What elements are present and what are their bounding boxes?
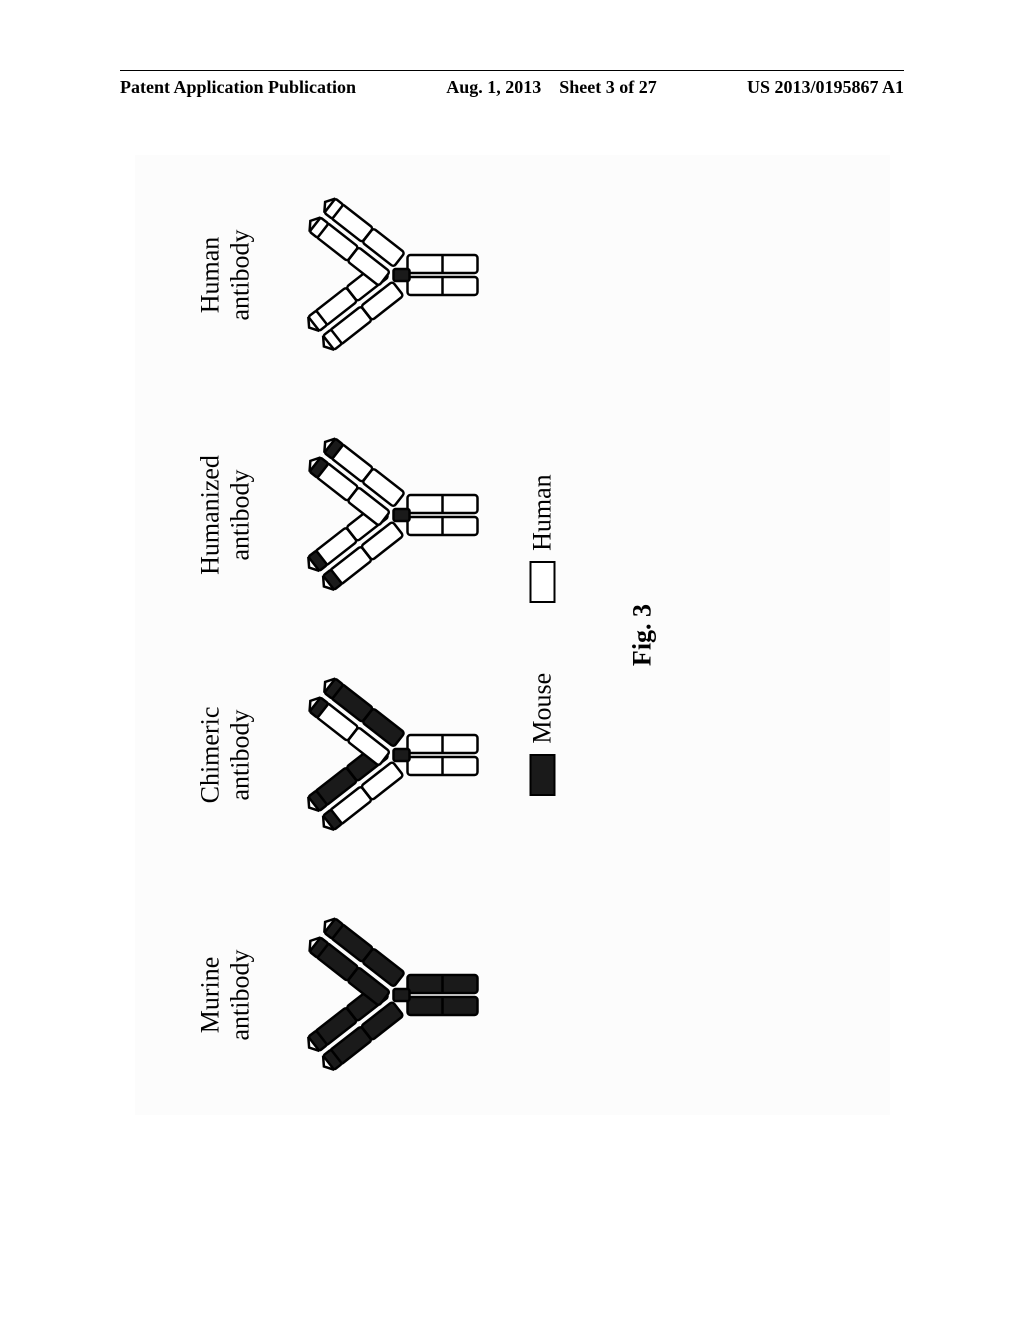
antibody-title: Chimericantibody [195,707,255,804]
pub-number: US 2013/0195867 A1 [747,77,904,98]
antibody-title: Murineantibody [195,950,255,1041]
antibody-title-line2: antibody [225,707,255,804]
pub-date: Aug. 1, 2013 [446,77,541,97]
antibody-icon [267,415,487,615]
antibody-title-line2: antibody [225,230,255,321]
antibody-icon [267,175,487,375]
antibody-title-line1: Murine [195,950,225,1041]
antibody-title-line1: Chimeric [195,707,225,804]
figure-panel: MurineantibodyChimericantibodyHumanizeda… [135,155,890,1115]
antibody-cell: Humanizedantibody [195,400,487,630]
antibody-cell: Humanantibody [195,160,487,390]
legend-mouse-label: Mouse [527,673,557,744]
legend-human-label: Human [527,474,557,551]
antibody-title-line1: Humanized [195,455,225,575]
antibody-icon [267,895,487,1095]
figure-caption: Fig. 3 [627,604,657,666]
patent-header: Patent Application Publication Aug. 1, 2… [120,70,904,98]
antibody-title: Humanantibody [195,230,255,321]
legend-mouse-swatch [529,754,555,796]
legend-mouse: Mouse [527,673,557,796]
figure-content: MurineantibodyChimericantibodyHumanizeda… [135,155,890,1115]
antibody-title-line2: antibody [225,950,255,1041]
antibody-title-line1: Human [195,230,225,321]
pub-type: Patent Application Publication [120,77,356,98]
antibody-cell: Chimericantibody [195,640,487,870]
legend-human-swatch [529,561,555,603]
antibody-icon [267,655,487,855]
antibody-title-line2: antibody [225,455,255,575]
antibody-cell: Murineantibody [195,880,487,1110]
legend-human: Human [527,474,557,603]
antibody-row: MurineantibodyChimericantibodyHumanizeda… [195,155,487,1115]
sheet-number: Sheet 3 of 27 [559,77,657,97]
antibody-title: Humanizedantibody [195,455,255,575]
legend: Mouse Human [527,474,557,795]
